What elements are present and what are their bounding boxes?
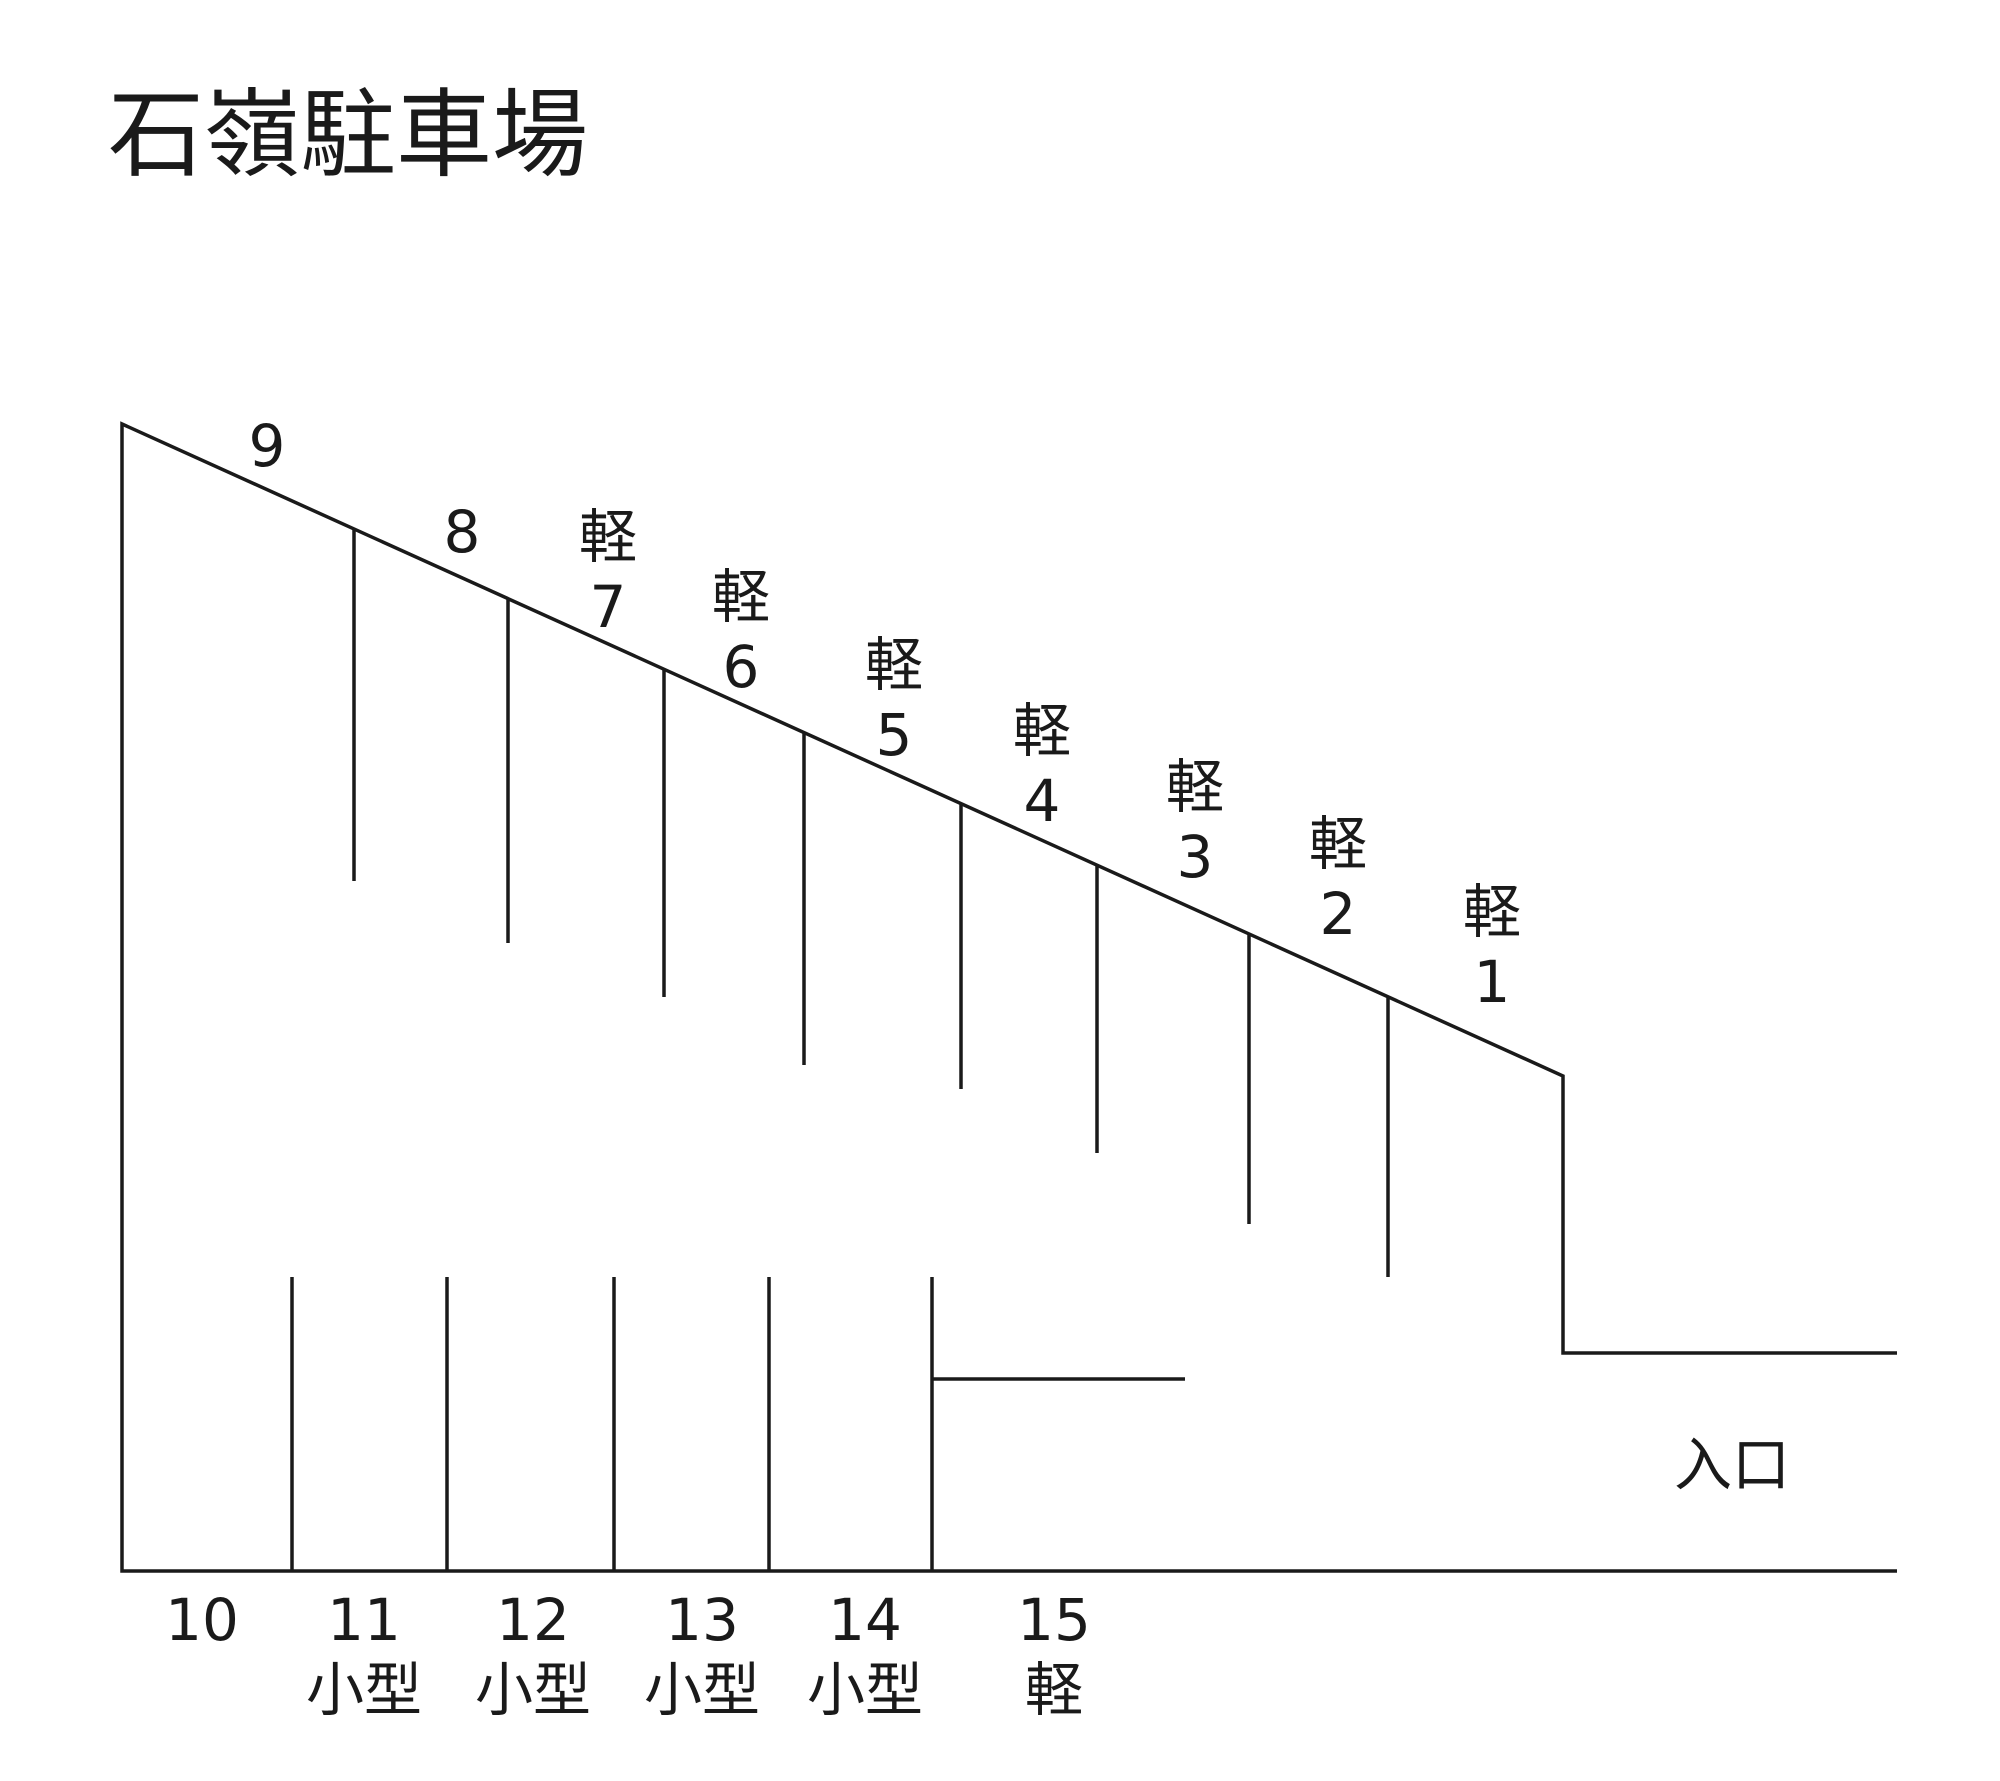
space-type-label: 小型 bbox=[807, 1656, 923, 1724]
space-label: 3 bbox=[1177, 823, 1214, 891]
space-label: 12 bbox=[496, 1586, 570, 1654]
space-label: 14 bbox=[828, 1586, 902, 1654]
space-label: 4 bbox=[1024, 767, 1061, 835]
upper-space-labels: 9 8 軽 7 軽 6 軽 5 軽 4 軽 3 軽 2 軽 1 bbox=[249, 412, 1521, 1016]
space-label: 2 bbox=[1320, 880, 1357, 948]
space-type-label: 軽 bbox=[1025, 1656, 1083, 1724]
upper-dividers bbox=[352, 529, 1390, 1277]
space-type-label: 軽 bbox=[1309, 810, 1367, 878]
lower-dividers bbox=[290, 1277, 1185, 1571]
space-type-label: 小型 bbox=[306, 1656, 422, 1724]
space-label: 5 bbox=[876, 701, 913, 769]
space-label: 10 bbox=[165, 1586, 239, 1654]
entrance-label: 入口 bbox=[1674, 1431, 1790, 1499]
space-label: 15 bbox=[1017, 1586, 1091, 1654]
lower-space-labels: 10 11 小型 12 小型 13 小型 14 小型 15 軽 bbox=[165, 1586, 1091, 1724]
space-label: 6 bbox=[723, 633, 760, 701]
space-type-label: 小型 bbox=[475, 1656, 591, 1724]
space-label: 1 bbox=[1474, 948, 1511, 1016]
space-type-label: 軽 bbox=[1166, 753, 1224, 821]
space-type-label: 軽 bbox=[1463, 878, 1521, 946]
space-label: 8 bbox=[444, 498, 481, 566]
space-type-label: 軽 bbox=[1013, 697, 1071, 765]
space-type-label: 軽 bbox=[579, 503, 637, 571]
space-type-label: 軽 bbox=[712, 563, 770, 631]
space-type-label: 小型 bbox=[644, 1656, 760, 1724]
page-title: 石嶺駐車場 bbox=[108, 79, 588, 191]
space-label: 7 bbox=[590, 573, 627, 641]
space-label: 13 bbox=[665, 1586, 739, 1654]
space-label: 11 bbox=[327, 1586, 401, 1654]
space-type-label: 軽 bbox=[865, 631, 923, 699]
space-label: 9 bbox=[249, 412, 286, 480]
lot-outline bbox=[120, 421, 1897, 1573]
